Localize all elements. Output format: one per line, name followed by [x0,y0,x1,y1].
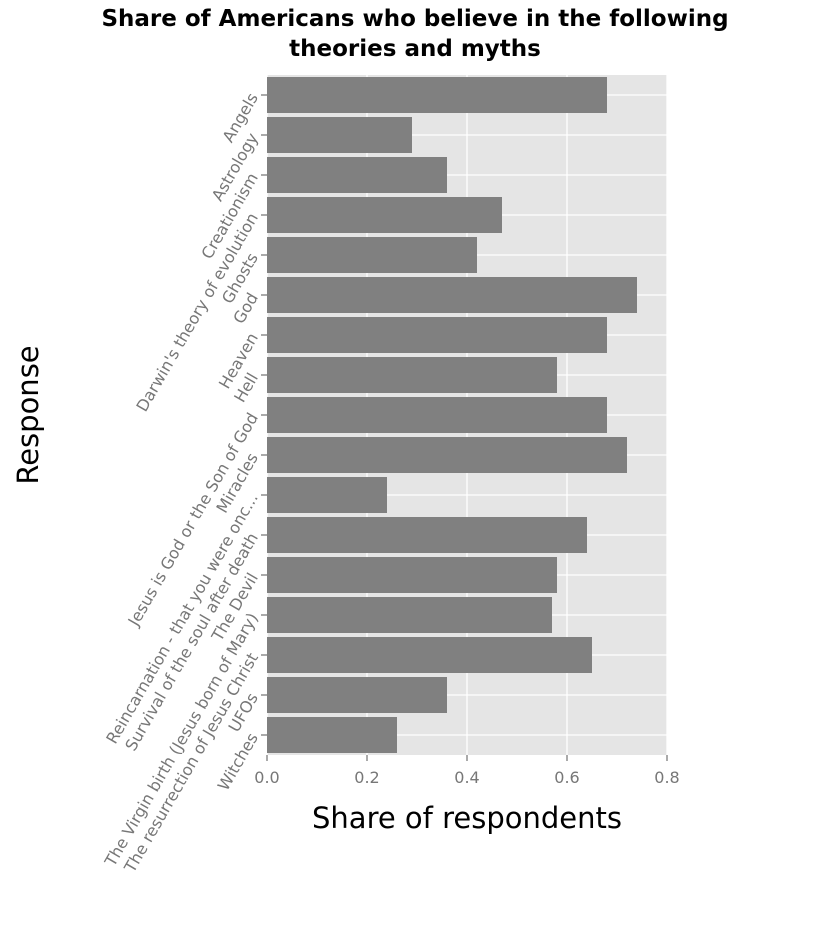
bar [267,557,557,593]
bar [267,597,552,633]
bar [267,277,637,313]
bar [267,717,397,753]
bar [267,237,477,273]
y-axis-title: Response [11,345,45,484]
bar [267,477,387,513]
chart-title-line-1: Share of Americans who believe in the fo… [101,6,729,32]
bar [267,437,627,473]
bar [267,677,447,713]
x-tick-label: 0.8 [654,768,679,787]
chart-title-line-2: theories and myths [289,36,541,62]
bar [267,637,592,673]
bar [267,77,607,113]
x-axis-title: Share of respondents [312,801,622,835]
x-tick-label: 0.0 [254,768,279,787]
bar [267,157,447,193]
bar [267,197,502,233]
x-tick-label: 0.2 [354,768,379,787]
bar [267,117,412,153]
bar [267,317,607,353]
bar [267,357,557,393]
x-tick-label: 0.6 [554,768,579,787]
x-tick-label: 0.4 [454,768,479,787]
bar [267,397,607,433]
bar [267,517,587,553]
